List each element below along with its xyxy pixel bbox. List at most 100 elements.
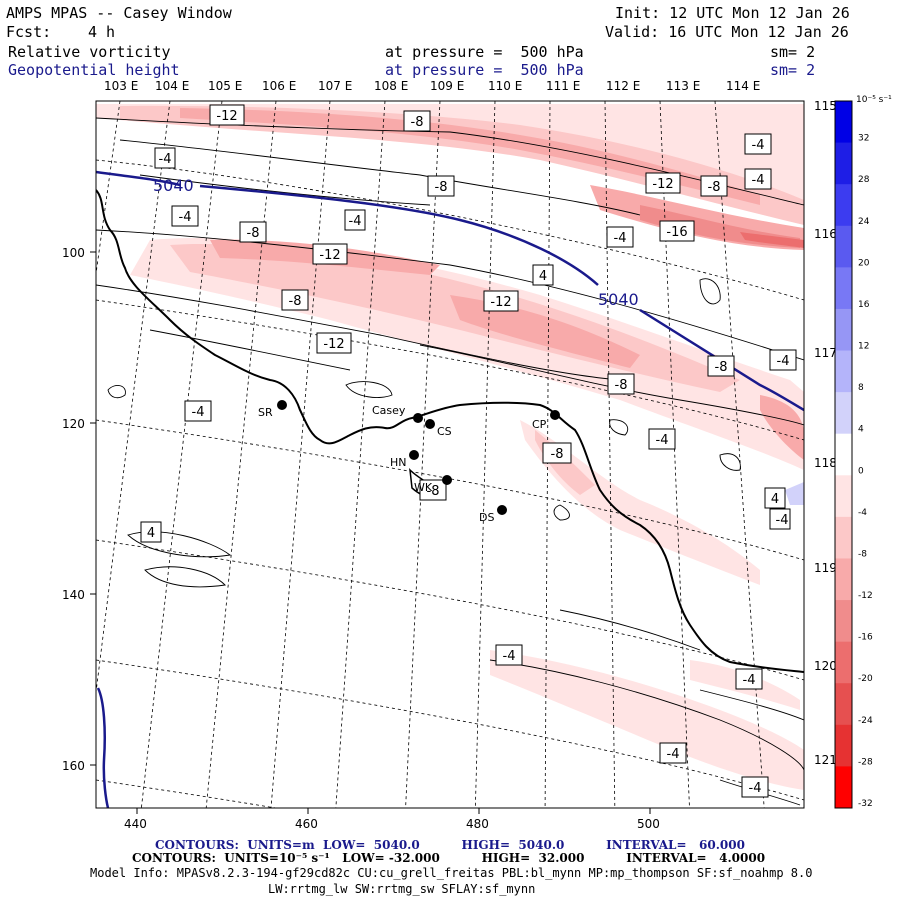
- field1-name: Relative vorticity: [8, 43, 171, 61]
- contour-label: -4: [614, 231, 627, 246]
- field2-level: at pressure = 500 hPa: [385, 61, 584, 79]
- colorbar-swatch: [835, 475, 852, 518]
- contour-label: -12: [319, 248, 340, 263]
- colorbar-tick-label: -24: [858, 716, 873, 726]
- contour-label: -8: [715, 360, 728, 375]
- y-tick-label: 160: [62, 759, 85, 773]
- colorbar-swatch: [835, 683, 852, 726]
- map-frame: [95, 100, 805, 809]
- coastline: [96, 189, 804, 673]
- colorbar-swatch: [835, 184, 852, 227]
- contour-label: -8: [615, 378, 628, 393]
- contour-label: -4: [179, 210, 192, 225]
- colorbar-tick-label: 20: [858, 258, 870, 268]
- colorbar-tick-label: -16: [858, 633, 873, 643]
- valid-time: Valid: 16 UTC Mon 12 Jan 26: [605, 23, 849, 41]
- contour-label: -4: [752, 138, 765, 153]
- x-tick-label: 460: [295, 817, 318, 831]
- colorbar-tick-label: -28: [858, 757, 873, 767]
- lon-label: 104 E: [155, 79, 189, 93]
- graticule: [96, 101, 804, 808]
- height-labels: 5040 5040: [153, 176, 639, 309]
- vorticity-contours: [96, 117, 804, 806]
- station-marker: [550, 410, 560, 420]
- station-marker: [442, 475, 452, 485]
- contour-label: -4: [349, 214, 362, 229]
- contour-label: -4: [503, 649, 516, 664]
- colorbar-tick-label: 24: [858, 217, 870, 227]
- colorbar-tick-label: -8: [858, 549, 867, 559]
- forecast-hour: 4 h: [88, 23, 116, 41]
- contour-label: 4: [771, 492, 779, 507]
- model-info-physics: LW:rrtmg_lw SW:rrtmg_sw SFLAY:sf_mynn: [268, 882, 536, 896]
- contour-label: -4: [743, 673, 756, 688]
- contour-label: -4: [777, 354, 790, 369]
- lon-label: 108 E: [374, 79, 408, 93]
- station-label: HN: [390, 456, 407, 469]
- contour-label: -4: [656, 433, 669, 448]
- contour-label: -12: [652, 177, 673, 192]
- colorbar-tick-label: 0: [858, 466, 864, 476]
- lon-label: 113 E: [666, 79, 700, 93]
- station-label: CP: [532, 418, 547, 431]
- colorbar-swatch: [835, 267, 852, 310]
- colorbar-swatch: [835, 392, 852, 435]
- x-axis: 440 460 480 500: [124, 808, 660, 831]
- vorticity-contour-info: CONTOURS: UNITS=10⁻⁵ s⁻¹ LOW= -32.000 HI…: [132, 851, 766, 865]
- contour-label: -4: [192, 405, 205, 420]
- lon-label: 109 E: [430, 79, 464, 93]
- contour-label: -4: [749, 781, 762, 796]
- colorbar-tick-label: 4: [858, 425, 864, 435]
- field2-smoothing: sm= 2: [770, 61, 816, 79]
- height-contour-info: CONTOURS: UNITS=m LOW= 5040.0 HIGH= 5040…: [155, 838, 745, 852]
- y-axis: 100 120 140 160: [62, 246, 96, 773]
- lon-label: 111 E: [546, 79, 580, 93]
- contour-label: -8: [427, 484, 440, 499]
- lon-labels-top: 103 E 104 E 105 E 106 E 107 E 108 E 109 …: [104, 79, 760, 93]
- colorbar-swatch: [835, 142, 852, 185]
- colorbar-swatch: [835, 766, 852, 809]
- colorbar-tick-label: 8: [858, 383, 864, 393]
- colorbar-swatch: [835, 600, 852, 643]
- forecast-label: Fcst:: [6, 23, 52, 41]
- contour-label: -4: [159, 152, 172, 167]
- contour-label: -4: [667, 747, 680, 762]
- init-time: Init: 12 UTC Mon 12 Jan 26: [615, 4, 850, 22]
- colorbar-swatch: [835, 516, 852, 559]
- contour-label: -8: [411, 115, 424, 130]
- colorbar-swatch: [835, 308, 852, 352]
- height-label: 5040: [153, 176, 194, 195]
- x-tick-label: 440: [124, 817, 147, 831]
- model-info: Model Info: MPASv8.2.3-194-gf29cd82c CU:…: [90, 866, 813, 880]
- station-label: Casey: [372, 404, 406, 417]
- x-tick-label: 500: [637, 817, 660, 831]
- contour-label: -8: [247, 226, 260, 241]
- colorbar-tick-label: 28: [858, 175, 870, 185]
- lon-label: 114 E: [726, 79, 760, 93]
- contour-labels: -12 -8 -4 -8 -12 -8 -4 -16 -12 -8 -4 -4 …: [140, 104, 797, 798]
- lon-label: 110 E: [488, 79, 522, 93]
- colorbar-swatch: [835, 225, 852, 268]
- colorbar-swatch: [835, 558, 852, 601]
- station-marker: [497, 505, 507, 515]
- contour-label: -12: [323, 337, 344, 352]
- colorbar-unit: 10⁻⁵ s⁻¹: [856, 95, 892, 105]
- contour-label: -4: [776, 513, 789, 528]
- stations: SR Casey CS HN WK CP DS: [258, 400, 560, 524]
- contour-label: -8: [435, 180, 448, 195]
- contour-label: -8: [708, 180, 721, 195]
- colorbar-tick-label: 16: [858, 300, 870, 310]
- lon-label: 106 E: [262, 79, 296, 93]
- colorbar-swatch: [835, 724, 852, 767]
- contour-label: 4: [539, 269, 547, 284]
- y-tick-label: 100: [62, 246, 85, 260]
- lon-label: 112 E: [606, 79, 640, 93]
- contour-label: -12: [490, 295, 511, 310]
- y-tick-label: 120: [62, 417, 85, 431]
- station-label: CS: [437, 425, 452, 438]
- lon-label: 105 E: [208, 79, 242, 93]
- station-label: SR: [258, 406, 273, 419]
- station-marker: [409, 450, 419, 460]
- field1-level: at pressure = 500 hPa: [385, 43, 584, 61]
